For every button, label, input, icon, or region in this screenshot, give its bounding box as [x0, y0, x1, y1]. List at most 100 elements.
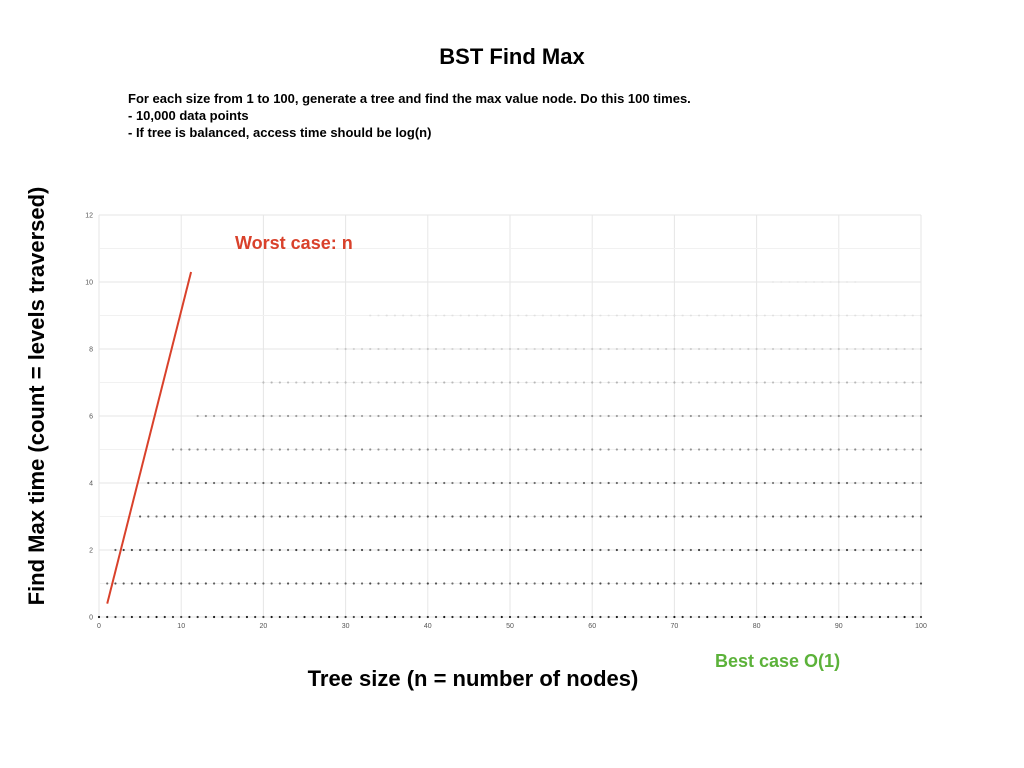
data-point	[114, 615, 117, 619]
data-point	[821, 281, 823, 283]
data-point	[895, 582, 898, 585]
data-point	[730, 515, 734, 518]
data-point	[845, 414, 849, 418]
data-point	[254, 481, 257, 485]
data-point	[434, 481, 438, 485]
data-point	[640, 414, 643, 418]
data-point	[550, 448, 553, 451]
data-point	[262, 481, 265, 485]
data-point	[615, 347, 618, 351]
data-point	[887, 448, 890, 451]
data-point	[813, 347, 816, 351]
data-point	[796, 481, 799, 485]
data-point	[278, 448, 281, 451]
data-point	[796, 414, 799, 418]
data-point	[821, 347, 824, 351]
data-point	[212, 615, 216, 619]
data-point	[656, 347, 660, 351]
data-point	[648, 615, 651, 619]
data-point	[730, 548, 734, 552]
data-point	[837, 582, 840, 585]
data-point	[492, 381, 495, 384]
data-point	[870, 314, 873, 317]
data-point	[385, 548, 388, 552]
data-point	[369, 582, 372, 585]
data-point	[813, 481, 816, 485]
data-point	[739, 381, 742, 384]
data-point	[591, 548, 594, 552]
data-point	[788, 582, 791, 585]
data-point	[426, 515, 429, 518]
data-point	[286, 548, 290, 552]
data-point	[689, 515, 692, 518]
data-point	[771, 481, 775, 485]
data-point	[303, 582, 306, 585]
data-point	[854, 347, 857, 351]
data-point	[739, 515, 742, 518]
data-point	[591, 448, 594, 451]
data-point	[591, 314, 594, 317]
data-point	[229, 582, 232, 585]
data-point	[681, 314, 684, 317]
data-point	[393, 481, 397, 485]
data-point	[747, 481, 750, 485]
data-point	[418, 448, 421, 451]
data-point	[139, 615, 142, 619]
data-point	[887, 582, 890, 585]
data-point	[689, 448, 692, 451]
data-point	[541, 448, 544, 451]
data-point	[558, 314, 561, 317]
data-point	[434, 448, 438, 451]
data-point	[919, 414, 923, 418]
data-point	[887, 347, 890, 351]
data-point	[632, 448, 635, 451]
data-point	[402, 414, 405, 418]
data-point	[813, 615, 816, 619]
data-point	[517, 448, 520, 451]
data-point	[837, 414, 840, 418]
data-point	[245, 515, 249, 518]
data-point	[854, 448, 857, 451]
data-point	[919, 582, 923, 585]
data-point	[771, 582, 775, 585]
data-point	[352, 448, 355, 451]
data-point	[393, 582, 397, 585]
data-point	[582, 615, 586, 619]
data-point	[295, 481, 298, 485]
data-point	[270, 481, 273, 485]
data-point	[352, 548, 355, 552]
data-point	[837, 381, 840, 384]
data-point	[467, 381, 470, 384]
data-point	[278, 381, 281, 384]
data-point	[780, 347, 783, 351]
data-point	[492, 448, 495, 451]
data-point	[508, 414, 512, 418]
data-point	[656, 414, 660, 418]
data-point	[804, 314, 808, 317]
data-point	[303, 414, 306, 418]
data-point	[689, 347, 692, 351]
data-point	[360, 347, 364, 351]
data-point	[204, 615, 207, 619]
data-point	[640, 314, 643, 317]
data-point	[607, 582, 610, 585]
data-point	[196, 414, 199, 418]
data-point	[878, 314, 882, 317]
data-point	[476, 448, 479, 451]
data-point	[681, 515, 684, 518]
data-point	[640, 548, 643, 552]
y-tick-label: 4	[89, 481, 93, 488]
data-point	[829, 515, 832, 518]
data-point	[328, 481, 331, 485]
data-point	[517, 615, 520, 619]
data-point	[212, 582, 216, 585]
x-tick-label: 80	[753, 623, 761, 630]
data-point	[681, 381, 684, 384]
data-point	[599, 615, 602, 619]
data-point	[829, 314, 832, 317]
data-point	[295, 381, 298, 384]
data-point	[796, 515, 799, 518]
data-point	[870, 381, 873, 384]
data-point	[804, 414, 808, 418]
data-point	[500, 481, 503, 485]
